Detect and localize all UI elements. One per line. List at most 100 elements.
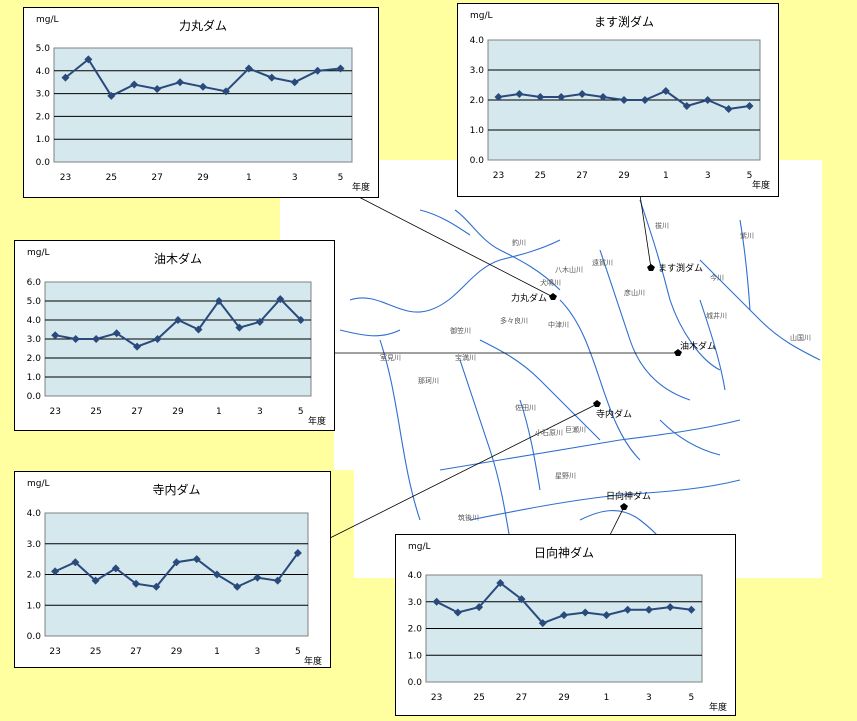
data-point bbox=[235, 323, 244, 332]
data-point bbox=[578, 90, 587, 98]
x-tick-label: 29 bbox=[172, 407, 184, 417]
river-label: 釣川 bbox=[512, 238, 526, 247]
y-tick-label: 4.0 bbox=[27, 509, 42, 519]
y-tick-label: 3.0 bbox=[470, 66, 485, 76]
data-point bbox=[276, 295, 285, 304]
data-point bbox=[267, 73, 276, 82]
y-unit-label: mg/L bbox=[36, 15, 59, 25]
data-point bbox=[336, 64, 345, 73]
x-tick-label: 25 bbox=[90, 647, 101, 657]
x-axis-label: 年度 bbox=[352, 181, 370, 193]
x-tick-label: 25 bbox=[106, 173, 117, 183]
y-tick-label: 4.0 bbox=[408, 571, 423, 581]
x-tick-label: 27 bbox=[151, 173, 162, 183]
data-point bbox=[494, 93, 503, 101]
y-tick-label: 4.0 bbox=[470, 36, 485, 46]
x-axis-label: 年度 bbox=[308, 415, 326, 427]
chart-hyugami: 日向神ダム mg/L 0.0 1.0 2.0 3.0 4.0 23 25 27 29 1 3 5 年度 bbox=[408, 542, 727, 713]
river-label: 那珂川 bbox=[418, 377, 439, 385]
data-point bbox=[174, 316, 182, 324]
data-point bbox=[84, 55, 93, 64]
river-label: 宝満川 bbox=[455, 353, 476, 362]
x-tick-label: 5 bbox=[295, 647, 301, 657]
x-tick-label: 3 bbox=[705, 171, 711, 181]
river-label: 巨瀬川 bbox=[565, 425, 586, 434]
data-point bbox=[253, 573, 262, 582]
dam-label-masubuchi: ます渕ダム bbox=[658, 262, 703, 274]
river-label: 犬鳴川 bbox=[540, 278, 561, 287]
data-point bbox=[293, 548, 302, 557]
x-tick-label: 23 bbox=[493, 171, 504, 181]
x-tick-label: 27 bbox=[131, 407, 142, 417]
data-point bbox=[666, 603, 675, 612]
rivers bbox=[339, 199, 821, 566]
river-label: 佐田川 bbox=[515, 403, 536, 412]
chart-title: 力丸ダム bbox=[179, 18, 227, 33]
river-label: 御笠川 bbox=[450, 326, 471, 335]
data-point bbox=[244, 64, 253, 73]
y-tick-label: 6.0 bbox=[27, 278, 42, 288]
river-label: 紫川 bbox=[740, 232, 754, 240]
river-label: 彦山川 bbox=[624, 288, 645, 297]
y-tick-label: 0.0 bbox=[408, 678, 423, 688]
chart-aburagi: 油木ダム mg/L 0.0 1.0 2.0 3.0 4.0 5.0 6.0 23 25 27 29 1 3 5… bbox=[27, 248, 326, 427]
chart-title: 油木ダム bbox=[154, 251, 202, 266]
data-point bbox=[296, 316, 305, 324]
data-point bbox=[92, 335, 101, 343]
data-point bbox=[51, 331, 60, 340]
x-tick-label: 27 bbox=[516, 693, 527, 703]
y-tick-label: 3.0 bbox=[27, 335, 42, 345]
dam-markers bbox=[549, 264, 682, 510]
y-tick-label: 1.0 bbox=[408, 651, 423, 661]
data-point bbox=[515, 90, 524, 98]
y-tick-label: 2.0 bbox=[408, 625, 423, 635]
x-tick-label: 23 bbox=[50, 407, 61, 417]
y-tick-label: 4.0 bbox=[27, 316, 42, 326]
y-tick-label: 2.0 bbox=[470, 96, 485, 106]
river-label: 小石原川 bbox=[535, 428, 563, 437]
y-unit-label: mg/L bbox=[27, 479, 50, 489]
x-tick-label: 23 bbox=[49, 647, 60, 657]
data-point bbox=[560, 611, 568, 620]
river-label: 城井川 bbox=[706, 311, 727, 320]
x-tick-label: 29 bbox=[197, 173, 209, 183]
river-label: 多々良川 bbox=[500, 316, 528, 325]
y-tick-label: 3.0 bbox=[27, 540, 42, 550]
y-tick-label: 0.0 bbox=[27, 392, 42, 402]
data-point bbox=[152, 582, 161, 591]
dam-label-terauchi: 寺内ダム bbox=[596, 408, 632, 420]
data-point bbox=[51, 567, 60, 576]
data-point bbox=[557, 93, 566, 101]
data-point bbox=[176, 78, 185, 87]
dam-label-aburagi: 油木ダム bbox=[680, 340, 716, 352]
x-tick-label: 27 bbox=[130, 647, 141, 657]
y-unit-label: mg/L bbox=[27, 248, 50, 258]
data-point bbox=[194, 325, 203, 334]
data-point bbox=[581, 608, 590, 617]
y-tick-label: 1.0 bbox=[27, 373, 42, 383]
data-point bbox=[313, 66, 322, 75]
data-point bbox=[130, 80, 139, 89]
chart-title: 寺内ダム bbox=[152, 482, 200, 497]
data-point bbox=[536, 93, 545, 101]
data-point bbox=[112, 329, 121, 338]
x-tick-label: 5 bbox=[747, 171, 753, 181]
chart-title: 日向神ダム bbox=[534, 545, 594, 560]
x-tick-label: 3 bbox=[646, 693, 652, 703]
data-point bbox=[71, 558, 80, 567]
y-tick-label: 5.0 bbox=[36, 44, 51, 54]
x-tick-label: 23 bbox=[431, 693, 442, 703]
data-point bbox=[133, 342, 142, 351]
data-point bbox=[682, 102, 691, 110]
data-point bbox=[602, 611, 611, 620]
data-point bbox=[172, 558, 181, 567]
x-tick-label: 25 bbox=[473, 693, 484, 703]
y-tick-label: 3.0 bbox=[36, 90, 51, 100]
chart-panel-aburagi: 油木ダム mg/L 0.0 1.0 2.0 3.0 4.0 5.0 6.0 23 25 27 29 1 3 5… bbox=[14, 240, 335, 431]
data-point bbox=[192, 555, 201, 564]
river-label: 八木山川 bbox=[555, 265, 583, 274]
x-tick-label: 1 bbox=[246, 173, 252, 183]
data-point bbox=[212, 570, 221, 579]
x-tick-label: 29 bbox=[171, 647, 183, 657]
